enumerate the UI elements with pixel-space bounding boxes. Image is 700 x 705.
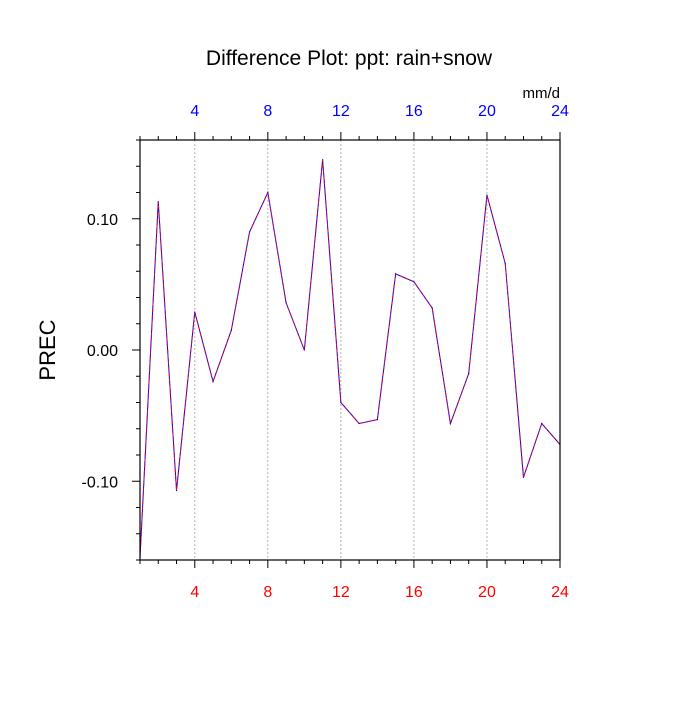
y-tick-label: -0.10 — [82, 474, 119, 491]
data-point — [157, 201, 159, 203]
y-tick-label: 0.10 — [87, 212, 118, 229]
data-point — [486, 194, 488, 196]
x-tick-label-top: 20 — [478, 103, 496, 120]
x-tick-label-top: 12 — [332, 103, 350, 120]
data-point — [322, 159, 324, 161]
data-point — [175, 489, 178, 492]
data-point — [194, 311, 196, 313]
data-point — [285, 302, 287, 304]
data-point — [431, 307, 433, 309]
data-point — [340, 401, 342, 404]
grid-layer — [194, 140, 488, 560]
x-tick-label-bottom: 12 — [332, 584, 350, 601]
units-label: mm/d — [523, 85, 561, 102]
series-layer — [139, 159, 561, 558]
data-point — [449, 422, 452, 425]
x-tick-label-bottom: 16 — [405, 584, 423, 601]
y-tick-label: 0.00 — [87, 343, 118, 360]
data-point — [230, 329, 232, 331]
data-point — [212, 380, 214, 383]
x-tick-label-bottom: 20 — [478, 584, 496, 601]
x-tick-label-bottom: 24 — [551, 584, 569, 601]
x-tick-label-bottom: 4 — [190, 584, 199, 601]
data-point — [303, 349, 305, 351]
data-point — [468, 373, 470, 375]
series-line-secondary — [139, 159, 561, 558]
data-point — [376, 418, 378, 421]
x-tick-label-top: 8 — [263, 103, 272, 120]
x-tick-label-bottom: 8 — [263, 584, 272, 601]
data-point — [413, 281, 415, 283]
data-point — [522, 476, 525, 478]
tick-layer — [132, 132, 561, 568]
data-point — [248, 231, 251, 233]
label-layer: 4 8 12 16 20 24 4 8 12 16 20 24 -0.10 0.00 0.10 — [82, 103, 569, 601]
data-point — [504, 262, 506, 264]
data-point — [358, 422, 360, 425]
data-point — [267, 191, 269, 194]
x-tick-label-top: 16 — [405, 103, 423, 120]
data-point — [395, 273, 397, 275]
y-axis-label: PREC — [35, 319, 60, 380]
chart-title: Difference Plot: ppt: rain+snow — [206, 47, 493, 70]
x-tick-label-top: 4 — [190, 103, 199, 120]
data-point — [541, 422, 543, 425]
x-tick-label-top: 24 — [551, 103, 569, 120]
